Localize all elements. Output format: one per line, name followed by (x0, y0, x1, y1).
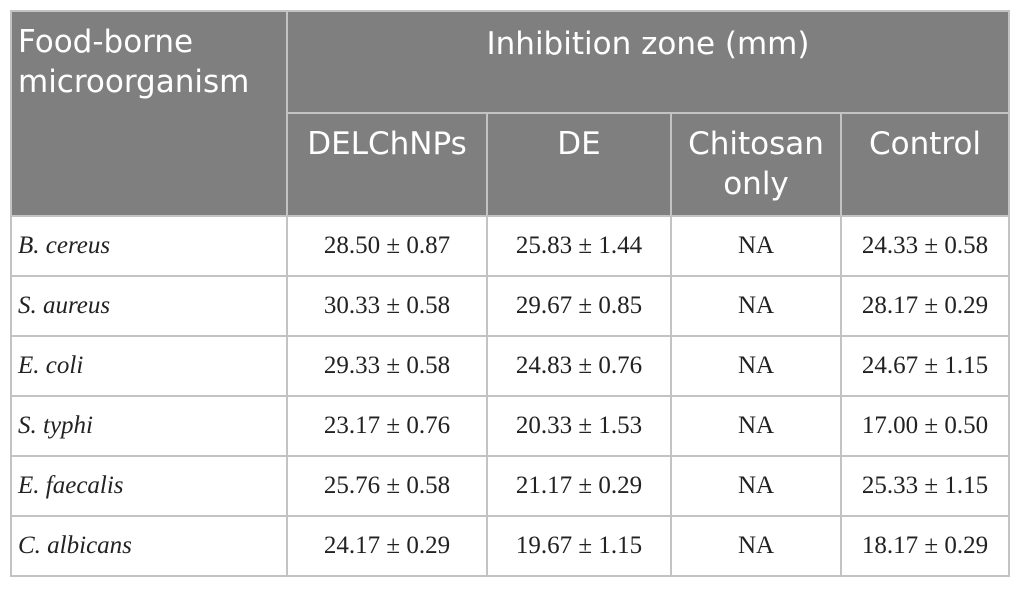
table-row: E. faecalis 25.76 ± 0.58 21.17 ± 0.29 NA 25.… (10, 455, 1010, 517)
table-row: S. typhi 23.17 ± 0.76 20.33 ± 1.53 NA 17.00 … (10, 395, 1010, 457)
row-label: E. faecalis (10, 455, 288, 517)
row-label: B. cereus (10, 215, 288, 277)
table-cell: 18.17 ± 0.29 (840, 515, 1010, 577)
table-row: E. coli 29.33 ± 0.58 24.83 ± 0.76 NA 24.67 ±… (10, 335, 1010, 397)
table-cell: 24.33 ± 0.58 (840, 215, 1010, 277)
table-cell: 24.17 ± 0.29 (286, 515, 488, 577)
header-cell: Food-borne microorganism (10, 10, 288, 217)
table-cell: NA (670, 395, 842, 457)
column-header: Chitosan only (670, 112, 842, 217)
row-label: S. typhi (10, 395, 288, 457)
table-cell: NA (670, 335, 842, 397)
column-header: DE (486, 112, 672, 217)
table-cell: 23.17 ± 0.76 (286, 395, 488, 457)
table-cell: 21.17 ± 0.29 (486, 455, 672, 517)
table-row: B. cereus 28.50 ± 0.87 25.83 ± 1.44 NA 24.33… (10, 215, 1010, 277)
row-label: S. aureus (10, 275, 288, 337)
table-cell: 28.17 ± 0.29 (840, 275, 1010, 337)
row-label: E. coli (10, 335, 288, 397)
table-cell: 24.83 ± 0.76 (486, 335, 672, 397)
table-cell: 20.33 ± 1.53 (486, 395, 672, 457)
table-cell: 24.67 ± 1.15 (840, 335, 1010, 397)
table-cell: 25.76 ± 0.58 (286, 455, 488, 517)
table-container: Food-borne microorganism Inhibition zone… (10, 10, 1010, 577)
table-cell: 19.67 ± 1.15 (486, 515, 672, 577)
table-cell: NA (670, 275, 842, 337)
column-header: Control (840, 112, 1010, 217)
table-cell: 30.33 ± 0.58 (286, 275, 488, 337)
table-cell: NA (670, 215, 842, 277)
table-row: S. aureus 30.33 ± 0.58 29.67 ± 0.85 NA 28.17… (10, 275, 1010, 337)
data-table: Food-borne microorganism Inhibition zone… (10, 10, 1010, 577)
group-header: Inhibition zone (mm) (286, 10, 1010, 114)
table-cell: 17.00 ± 0.50 (840, 395, 1010, 457)
table-cell: 25.83 ± 1.44 (486, 215, 672, 277)
row-label: C. albicans (10, 515, 288, 577)
table-cell: NA (670, 515, 842, 577)
table-cell: 28.50 ± 0.87 (286, 215, 488, 277)
table-cell: 29.67 ± 0.85 (486, 275, 672, 337)
column-header: DELChNPs (286, 112, 488, 217)
table-cell: 29.33 ± 0.58 (286, 335, 488, 397)
table-cell: 25.33 ± 1.15 (840, 455, 1010, 517)
table-row: C. albicans 24.17 ± 0.29 19.67 ± 1.15 NA 18.… (10, 515, 1010, 577)
table-cell: NA (670, 455, 842, 517)
